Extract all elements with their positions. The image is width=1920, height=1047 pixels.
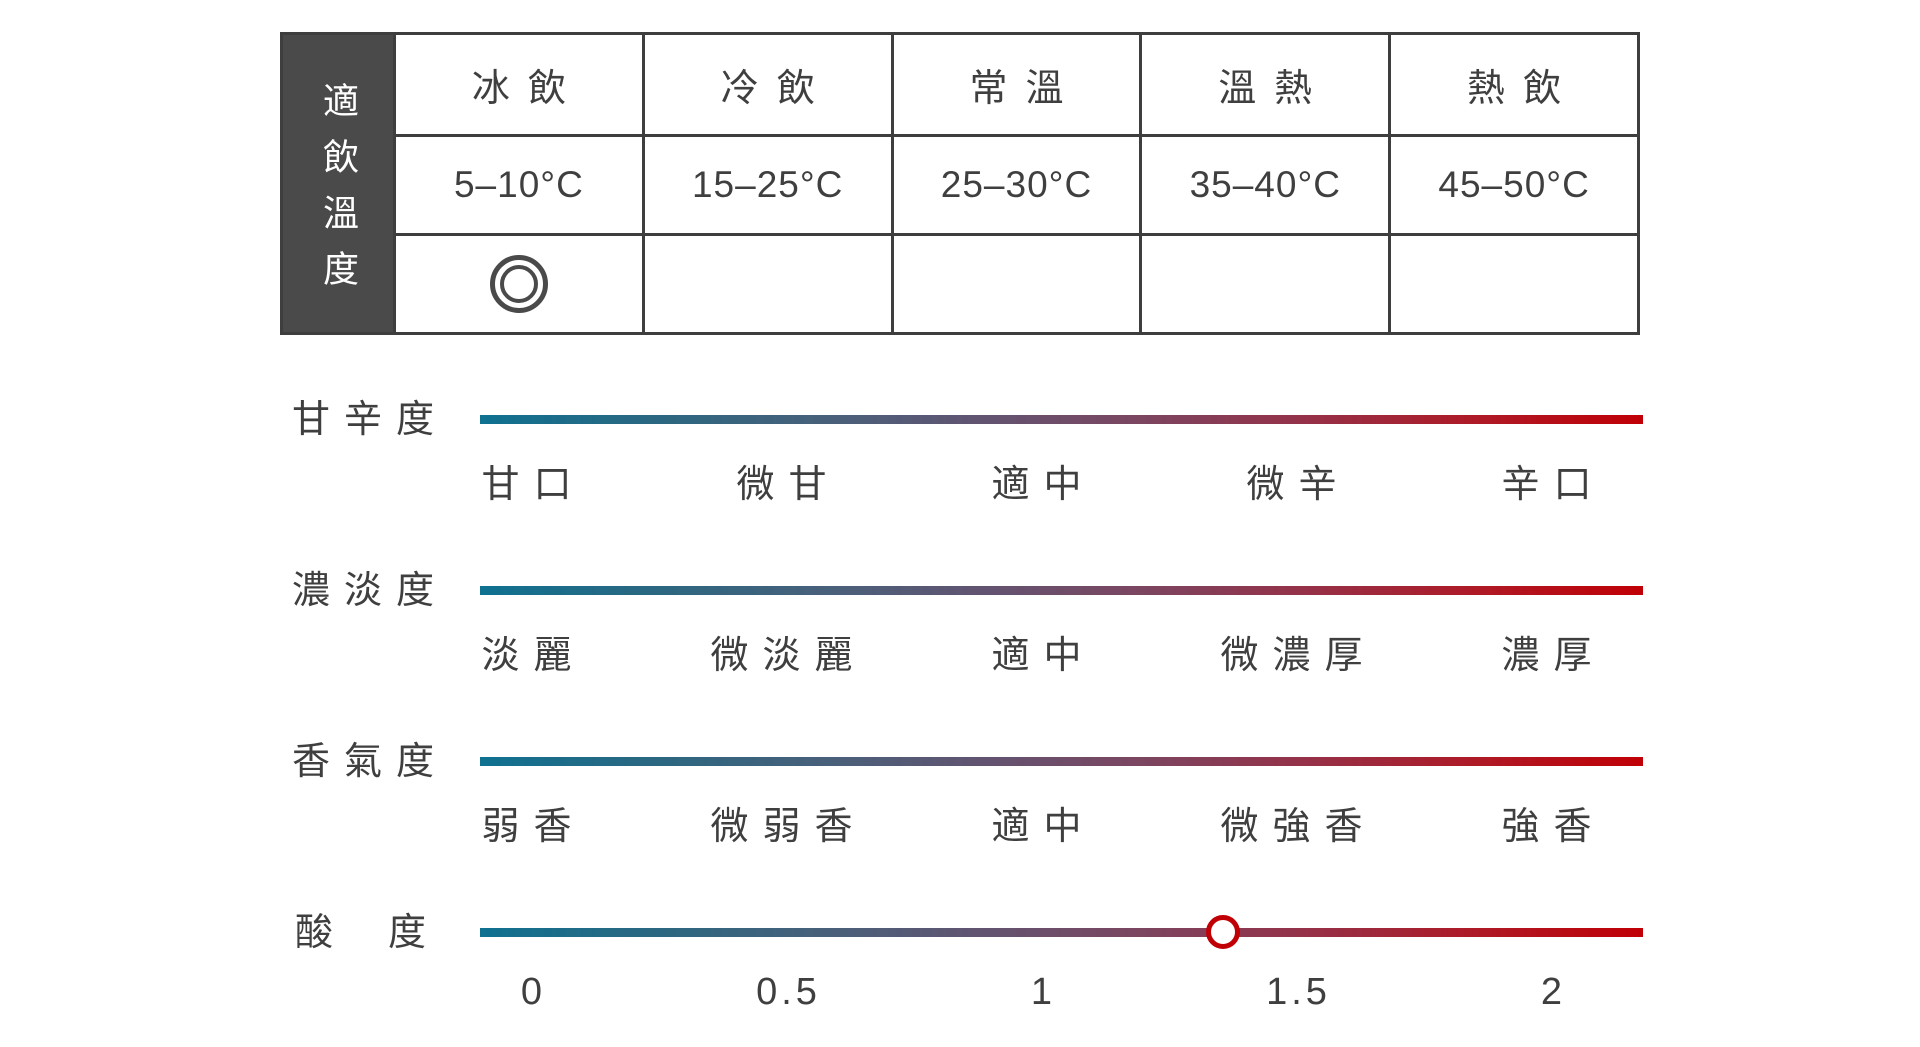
temp-range-cell: 5–10°C (393, 134, 642, 233)
temp-range-cell: 15–25°C (641, 134, 891, 233)
selection-cell-warm (1139, 233, 1389, 332)
selected-double-circle-icon (489, 255, 548, 313)
row-header-label: 適飲溫度 (318, 81, 359, 306)
temp-range: 15–25°C (691, 164, 844, 205)
col-header-label: 冷飲 (720, 68, 833, 110)
tick-label: 適中 (991, 806, 1096, 848)
temp-range: 25–30°C (940, 164, 1093, 205)
selection-cell-cold (641, 233, 891, 332)
col-header-label: 冰飲 (471, 68, 584, 110)
tick-label: 弱香 (481, 806, 586, 848)
gauge-ticks-acidity: 0 0.5 1 1.5 2 (406, 970, 1681, 1014)
tick-label: 微甘 (736, 464, 841, 506)
tick-label: 微強香 (1220, 806, 1377, 848)
temp-col-header-warm: 溫熱 (1139, 35, 1388, 134)
selection-cell-hot (1388, 233, 1637, 332)
tick-label: 1.5 (1266, 971, 1331, 1013)
tick-label: 微濃厚 (1220, 635, 1377, 677)
temp-range: 35–40°C (1189, 164, 1341, 205)
gauge-bar-aroma (480, 757, 1643, 766)
temp-range-cell: 35–40°C (1139, 134, 1389, 233)
temp-range: 5–10°C (453, 164, 584, 205)
temp-range-cell: 25–30°C (890, 134, 1140, 233)
tick-label: 2 (1540, 971, 1567, 1013)
tick-label: 甘口 (481, 464, 586, 506)
gauge-ticks-aroma: 弱香 微弱香 適中 微強香 強香 (406, 805, 1681, 849)
col-header-label: 溫熱 (1218, 68, 1331, 110)
tick-label: 0.5 (756, 971, 821, 1013)
tick-label: 濃厚 (1501, 635, 1606, 677)
table-row-header: 適飲溫度 (283, 35, 393, 332)
selected-double-circle-inner (499, 265, 538, 303)
tick-label: 1 (1030, 971, 1057, 1013)
gauge-label-acidity: 酸度 (294, 912, 481, 954)
tick-label: 微弱香 (710, 806, 867, 848)
tick-label: 辛口 (1501, 464, 1606, 506)
tick-label: 適中 (991, 464, 1096, 506)
tick-label: 適中 (991, 635, 1096, 677)
acidity-value-marker (1206, 915, 1240, 949)
gauge-bar-sweetness (480, 415, 1643, 424)
gauge-label-richness: 濃淡度 (291, 570, 448, 612)
temperature-table: 適飲溫度 冰飲 冷飲 常溫 溫熱 熱飲 5–10°C 15–25°C 25–30… (280, 32, 1640, 335)
col-header-label: 熱飲 (1467, 68, 1580, 110)
gauge-bar-acidity (480, 928, 1643, 937)
tick-label: 強香 (1501, 806, 1606, 848)
temp-range-cell: 45–50°C (1388, 134, 1637, 233)
temp-range: 45–50°C (1438, 164, 1590, 205)
tick-label: 淡麗 (481, 635, 586, 677)
selection-cell-iced (393, 233, 642, 332)
temp-col-header-hot: 熱飲 (1388, 35, 1637, 134)
tick-label: 0 (520, 971, 547, 1013)
tick-label: 微辛 (1246, 464, 1351, 506)
gauge-bar-richness (480, 586, 1643, 595)
tick-label: 微淡麗 (710, 635, 867, 677)
temp-col-header-room: 常溫 (890, 35, 1140, 134)
gauge-label-aroma: 香氣度 (291, 741, 448, 783)
gauge-ticks-richness: 淡麗 微淡麗 適中 微濃厚 濃厚 (406, 634, 1681, 678)
gauge-label-sweetness: 甘辛度 (291, 399, 448, 441)
col-header-label: 常溫 (969, 68, 1082, 110)
temp-col-header-iced: 冰飲 (393, 35, 642, 134)
gauge-ticks-sweetness: 甘口 微甘 適中 微辛 辛口 (406, 463, 1681, 507)
temp-col-header-cold: 冷飲 (641, 35, 891, 134)
selection-cell-room (890, 233, 1140, 332)
